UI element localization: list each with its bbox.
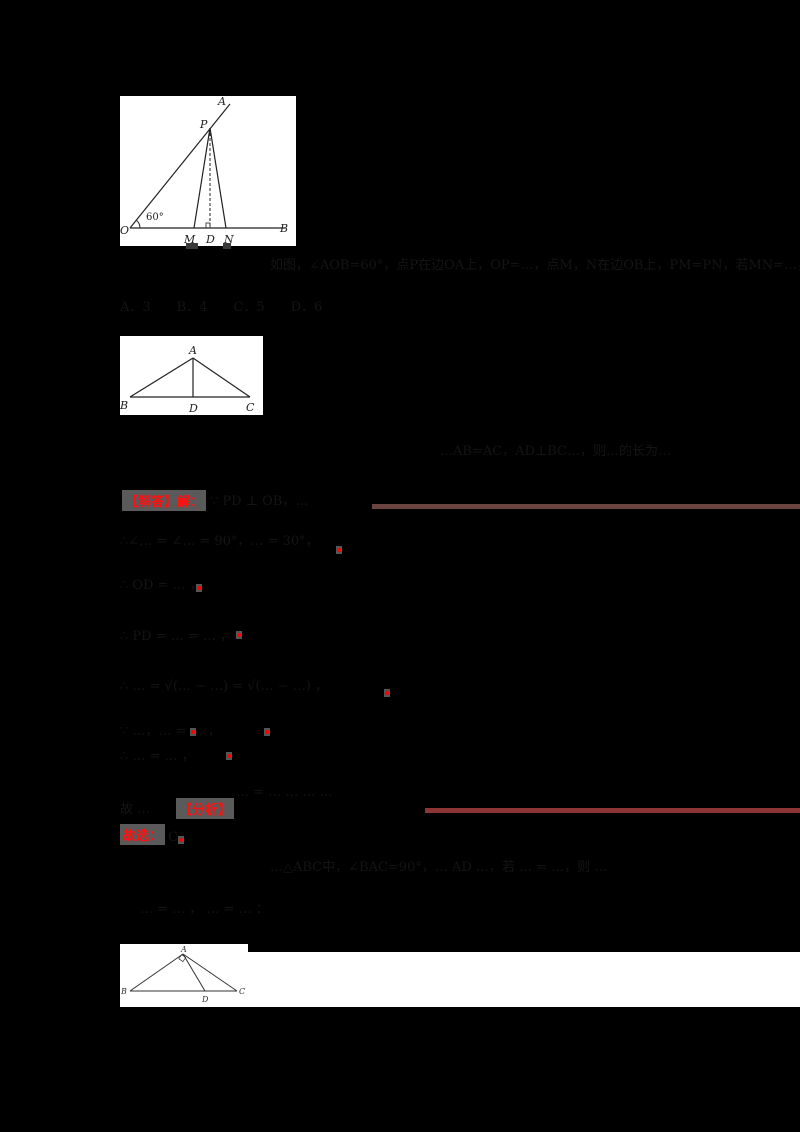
figure-right-triangle: A B D C	[120, 944, 248, 1007]
solution-line4: ∴ … = √(… − …) = √(… − …) ，	[120, 679, 329, 694]
solution-line2: ∴ OD = … ，	[120, 578, 203, 593]
blank-band	[247, 952, 800, 1007]
svg-text:60°: 60°	[146, 212, 164, 223]
problem3-line2: … = … ， … = … ：	[140, 902, 269, 917]
solution-line7c: … = … … … …	[236, 785, 333, 800]
solution-line1: ∴∠… = ∠… = 90°，… = 30°，	[120, 534, 319, 549]
figure-isosceles-triangle: A B D C	[119, 336, 263, 415]
solution-line5: ∵ …，… = … ，	[120, 724, 221, 739]
svg-text:B: B	[120, 399, 128, 412]
solution-line6: ∴ … = … ，	[120, 749, 195, 764]
solution-line7a: 故 …	[120, 802, 151, 817]
svg-text:D: D	[205, 233, 215, 246]
highlight-rule-2	[425, 808, 800, 813]
svg-text:M: M	[183, 233, 196, 246]
svg-text:D: D	[188, 402, 198, 415]
svg-text:B: B	[279, 222, 288, 235]
figure-angle-diagram: A P O B M D N 60°	[120, 95, 296, 246]
svg-text:A: A	[188, 344, 197, 357]
isosceles-triangle-svg: A B D C	[119, 344, 255, 415]
solution-line0: ∵ PD ⊥ OB，…	[210, 494, 309, 509]
problem2-line1: …AB=AC，AD⊥BC…，则…的长为…	[440, 444, 671, 459]
svg-text:P: P	[199, 118, 208, 131]
svg-text:A: A	[217, 96, 226, 108]
svg-text:C: C	[239, 987, 245, 996]
solution-line3: ∴ PD = … = … ，	[120, 629, 234, 644]
highlight-rule	[372, 504, 800, 509]
answer-label: 故选：	[120, 824, 166, 845]
svg-text:D: D	[201, 995, 209, 1004]
right-triangle-svg: A B D C	[120, 945, 245, 1004]
svg-text:B: B	[120, 987, 127, 996]
solution-label: 【解答】解：	[122, 490, 207, 511]
svg-text:O: O	[120, 224, 129, 237]
problem3-line1: …△ABC中，∠BAC=90°，… AD …，若 … = …，则 …	[270, 860, 608, 875]
svg-text:N: N	[223, 233, 234, 246]
problem1-line1: 如图，∠AOB=60°，点P在边OA上，OP=…，点M，N在边OB上，PM=PN…	[270, 258, 800, 273]
svg-text:A: A	[180, 945, 187, 954]
problem1-line2: A．3 B．4 C．5 D．6	[120, 300, 323, 315]
angle-diagram-svg: A P O B M D N 60°	[120, 95, 288, 246]
analysis-label: 【分析】	[176, 798, 235, 819]
svg-text:C: C	[246, 401, 255, 414]
